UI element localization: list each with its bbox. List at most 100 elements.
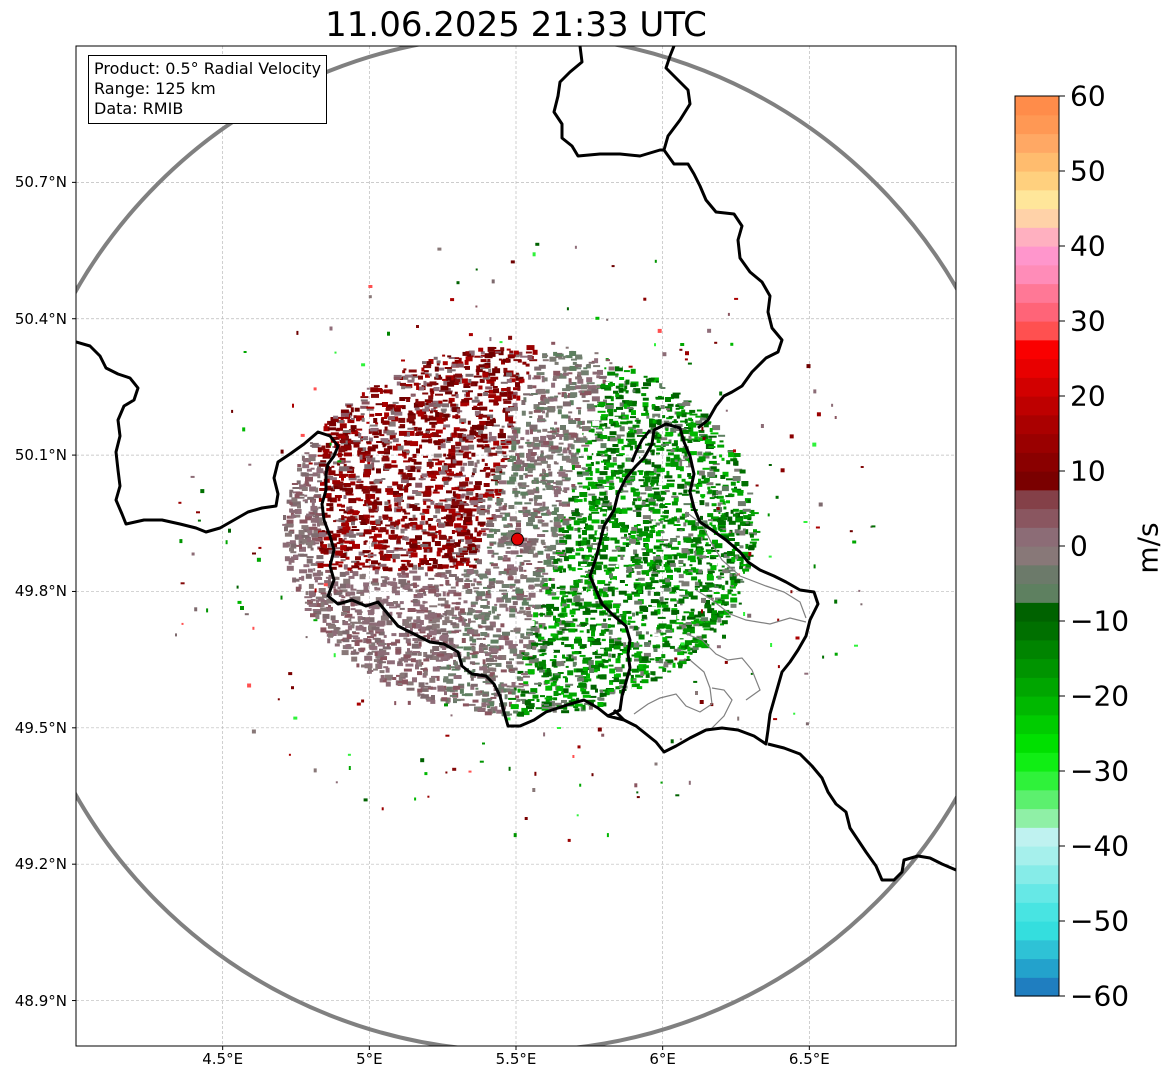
echo-cell	[587, 515, 592, 521]
echo-cell	[455, 472, 463, 476]
echo-cell	[442, 427, 446, 430]
echo-cell	[491, 693, 496, 696]
echo-cell	[335, 561, 344, 564]
echo-cell	[330, 563, 339, 566]
echo-cell	[599, 554, 608, 560]
echo-cell	[400, 518, 405, 522]
echo-cell	[555, 539, 559, 545]
echo-cell	[655, 559, 663, 563]
echo-cell	[407, 413, 416, 416]
echo-cell	[651, 476, 660, 480]
echo-cell	[502, 631, 510, 636]
echo-cell	[635, 611, 639, 616]
echo-cell	[559, 536, 565, 540]
echo-cell	[491, 473, 496, 476]
echo-cell	[732, 508, 739, 512]
echo-cell	[396, 381, 401, 386]
echo-cell	[476, 637, 483, 640]
echo-cell	[656, 555, 660, 557]
echo-cell	[526, 631, 533, 636]
echo-cell	[446, 463, 453, 466]
echo-cell	[702, 622, 711, 628]
echo-cell	[470, 601, 478, 605]
echo-cell	[480, 528, 489, 531]
echo-cell	[636, 450, 645, 454]
echo-cell	[391, 633, 397, 637]
echo-cell	[459, 552, 468, 555]
echo-cell	[404, 585, 411, 590]
echo-cell	[460, 557, 467, 562]
echo-cell	[604, 395, 612, 399]
echo-cell	[329, 506, 334, 512]
echo-cell	[463, 462, 467, 466]
echo-cell	[308, 454, 317, 458]
echo-cell	[577, 482, 583, 485]
echo-cell	[438, 469, 446, 475]
echo-cell	[348, 541, 355, 545]
echo-cell	[366, 457, 373, 462]
echo-cell	[523, 613, 531, 616]
echo-cell	[550, 526, 558, 532]
echo-cell	[499, 512, 507, 515]
echo-cell	[527, 549, 534, 554]
echo-cell	[470, 676, 474, 681]
echo-cell	[621, 628, 627, 633]
echo-cell	[413, 594, 421, 599]
echo-cell	[374, 652, 378, 656]
echo-cell	[454, 606, 460, 611]
echo-cell	[406, 541, 411, 545]
echo-cell	[683, 503, 691, 506]
echo-cell	[371, 462, 375, 468]
echo-cell	[579, 390, 588, 396]
echo-cell	[523, 546, 532, 551]
echo-cell	[428, 525, 437, 531]
echo-cell	[494, 675, 498, 678]
echo-cell	[532, 508, 541, 511]
echo-cell	[434, 541, 441, 546]
echo-cell	[736, 490, 744, 493]
echo-cell	[737, 492, 744, 496]
echo-cell	[546, 485, 554, 490]
echo-cell	[468, 353, 471, 357]
echo-cell	[379, 643, 387, 645]
echo-cell	[393, 497, 402, 502]
echo-cell	[435, 412, 440, 417]
echo-cell	[357, 450, 362, 456]
echo-cell	[461, 422, 465, 424]
echo-cell	[688, 594, 692, 597]
echo-cell	[525, 607, 531, 610]
echo-cell	[648, 522, 656, 527]
echo-cell	[562, 372, 569, 376]
echo-cell	[413, 426, 418, 431]
echo-cell	[393, 601, 398, 604]
echo-cell	[471, 629, 479, 635]
echo-cell	[489, 676, 496, 682]
echo-cell	[613, 673, 621, 678]
echo-cell	[515, 695, 520, 699]
echo-cell	[601, 651, 608, 657]
echo-cell	[730, 580, 738, 585]
echo-cell	[558, 357, 566, 360]
echo-cell	[561, 691, 564, 695]
echo-cell	[739, 521, 745, 526]
echo-cell	[691, 524, 696, 528]
echo-cell	[401, 385, 406, 390]
echo-cell	[546, 670, 551, 675]
echo-cell	[574, 418, 581, 421]
echo-cell	[425, 485, 432, 491]
echo-cell	[357, 618, 361, 623]
echo-cell	[678, 406, 684, 409]
echo-cell	[545, 412, 549, 418]
echo-cell	[415, 482, 423, 488]
echo-cell	[367, 665, 372, 671]
echo-cell	[490, 696, 497, 699]
echo-cell	[642, 531, 649, 537]
echo-cell	[651, 462, 655, 468]
echo-cell	[660, 531, 665, 534]
echo-cell	[398, 486, 403, 491]
echo-cell	[476, 510, 485, 515]
echo-cell	[541, 577, 548, 582]
echo-cell	[577, 472, 584, 477]
echo-cell	[728, 447, 735, 450]
